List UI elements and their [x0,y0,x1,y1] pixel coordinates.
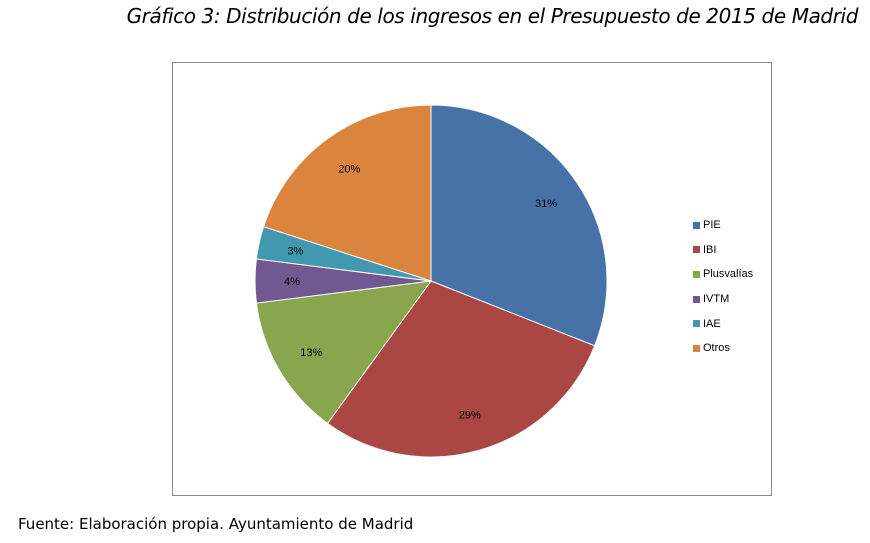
chart-title: Gráfico 3: Distribución de los ingresos … [126,4,859,28]
legend-swatch [693,344,700,352]
legend-label: IBI [703,243,717,256]
data-label-pie: 31% [535,198,557,210]
legend-item-plusvalías: Plusvalías [693,262,753,287]
pie-slice-ibi [326,280,596,458]
pie-chart: 31% 29% 13% 4% 3% 20% [254,104,608,458]
legend-label: PIE [703,219,721,232]
data-label-ibi: 29% [459,410,481,422]
chart-legend: PIE IBI Plusvalías IVTM IAE Otros [693,213,753,361]
legend-item-otros: Otros [693,336,753,361]
legend-item-ivtm: IVTM [693,287,753,312]
legend-item-pie: PIE [693,213,753,238]
data-label-ivtm: 4% [284,276,300,288]
legend-label: Otros [703,342,730,355]
legend-label: IAE [703,317,721,330]
legend-swatch [693,221,700,229]
legend-swatch [693,295,700,303]
data-label-iae: 3% [287,246,303,258]
legend-label: IVTM [703,293,730,306]
legend-swatch [693,246,700,254]
chart-area: 31% 29% 13% 4% 3% 20% PIE IBI Plusvalías IVTM IAE… [172,62,772,496]
legend-label: Plusvalías [703,268,754,281]
legend-item-ibi: IBI [693,238,753,263]
pie-slice-plusvalías [255,280,433,425]
legend-item-iae: IAE [693,311,753,336]
data-label-otros: 20% [338,164,360,176]
source-note: Fuente: Elaboración propia. Ayuntamiento… [18,515,414,533]
legend-swatch [693,270,700,278]
pie-slice-otros [262,104,432,282]
data-label-plusvalías: 13% [300,347,322,359]
pie-slice-pie [430,104,608,347]
legend-swatch [693,320,700,328]
